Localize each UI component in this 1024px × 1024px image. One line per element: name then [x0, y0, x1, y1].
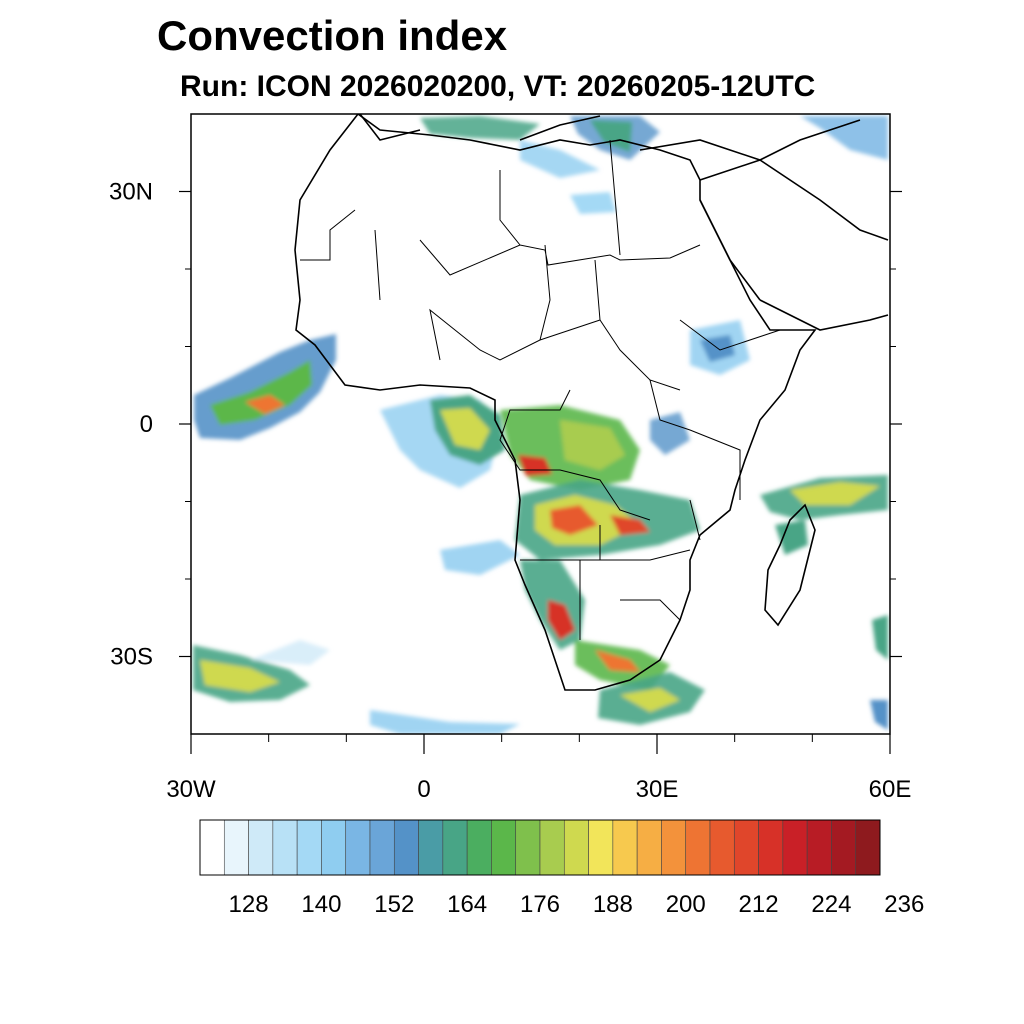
lon-tick-label: 60E [869, 776, 912, 803]
colorbar-swatch [466, 819, 492, 876]
field-far-east-south2 [870, 700, 888, 730]
colorbar-label: 128 [229, 891, 269, 918]
lat-tick-label: 30N [109, 179, 153, 206]
lon-tick-label: 30E [636, 776, 679, 803]
field-indian-ocean-core [790, 482, 880, 505]
lon-tick-label: 0 [417, 776, 430, 803]
field-west-africa-core [210, 360, 312, 425]
minor-ticks [185, 268, 896, 742]
colorbar-swatch [806, 819, 832, 876]
colorbar-swatch [248, 819, 274, 876]
coastlines [294, 114, 889, 691]
field-libya [570, 192, 616, 214]
colorbar-swatch [345, 819, 371, 876]
chart-title: Convection index [157, 12, 508, 59]
field-south-africa-hot [595, 650, 640, 672]
colorbar-swatch [369, 819, 395, 876]
field-sw-atlantic-core [200, 660, 280, 692]
europe-coast [359, 114, 861, 161]
field-aegean-core [590, 120, 632, 152]
field-mediterranean [420, 116, 540, 140]
colorbar-swatch [855, 819, 881, 876]
field-zambia-hot [610, 515, 650, 535]
colorbar-label: 152 [374, 891, 414, 918]
africa-coastline [294, 114, 817, 691]
colorbar-swatch [199, 819, 225, 876]
colorbar-swatch [782, 819, 808, 876]
country-borders [300, 139, 781, 640]
field-far-east-south [872, 615, 888, 660]
colorbar-label: 212 [739, 891, 779, 918]
longitude-ticks: 30W 0 30E 60E [166, 734, 911, 803]
latitude-ticks: 30N 0 30S [109, 179, 902, 671]
colorbar-swatch [612, 819, 638, 876]
colorbar-swatch [418, 819, 444, 876]
colorbar-swatch [563, 819, 589, 876]
colorbar-swatch [272, 819, 298, 876]
field-east-med [520, 140, 600, 178]
colorbar-label: 176 [520, 891, 560, 918]
field-lake-region [650, 412, 690, 455]
field-south-band [370, 710, 520, 734]
field-west-africa-hot [245, 395, 285, 414]
field-levant [800, 116, 888, 160]
lat-tick-label: 0 [140, 411, 153, 438]
field-south-atlantic-1 [440, 540, 520, 575]
colorbar-swatch [636, 819, 662, 876]
colorbar-swatch [758, 819, 784, 876]
colorbar-label: 188 [593, 891, 633, 918]
colorbar-swatch [393, 819, 419, 876]
colorbar-swatch [685, 819, 711, 876]
colorbar-swatch [709, 819, 735, 876]
colorbar-swatch [296, 819, 322, 876]
colorbar-label: 164 [447, 891, 487, 918]
field-congo-mid [560, 420, 625, 470]
lon-tick-label: 30W [166, 776, 216, 803]
colorbar-swatch [442, 819, 468, 876]
field-southeast-core [620, 688, 680, 712]
field-namibia-hot [548, 600, 575, 640]
colorbar-label: 200 [666, 891, 706, 918]
field-congo-core [440, 408, 490, 450]
colorbar-label: 140 [301, 891, 341, 918]
madagascar-coast [764, 503, 816, 627]
lat-tick-label: 30S [110, 644, 153, 671]
field-angola-hot [550, 505, 598, 535]
colorbar-labels: 128 140 152 164 176 188 200 212 224 236 [229, 891, 925, 918]
colorbar-swatch [321, 819, 347, 876]
colorbar-swatch [223, 819, 249, 876]
colorbar-swatch [588, 819, 614, 876]
colorbar-frame [199, 819, 881, 876]
field-madagascar [775, 520, 808, 555]
arabia-coast [699, 159, 889, 331]
border-lines [300, 139, 781, 640]
colorbar-swatch [491, 819, 517, 876]
convection-field [193, 116, 888, 734]
colorbar [199, 819, 881, 876]
colorbar-swatch [539, 819, 565, 876]
colorbar-swatch [515, 819, 541, 876]
colorbar-label: 236 [884, 891, 924, 918]
colorbar-swatch [831, 819, 857, 876]
colorbar-swatch [661, 819, 687, 876]
field-sw-atlantic-streak [250, 640, 330, 665]
chart-subtitle: Run: ICON 2026020200, VT: 20260205-12UTC [180, 70, 816, 103]
colorbar-label: 224 [811, 891, 851, 918]
field-congo-hot [518, 455, 552, 476]
red-sea-coast [699, 199, 761, 301]
colorbar-swatch [733, 819, 759, 876]
